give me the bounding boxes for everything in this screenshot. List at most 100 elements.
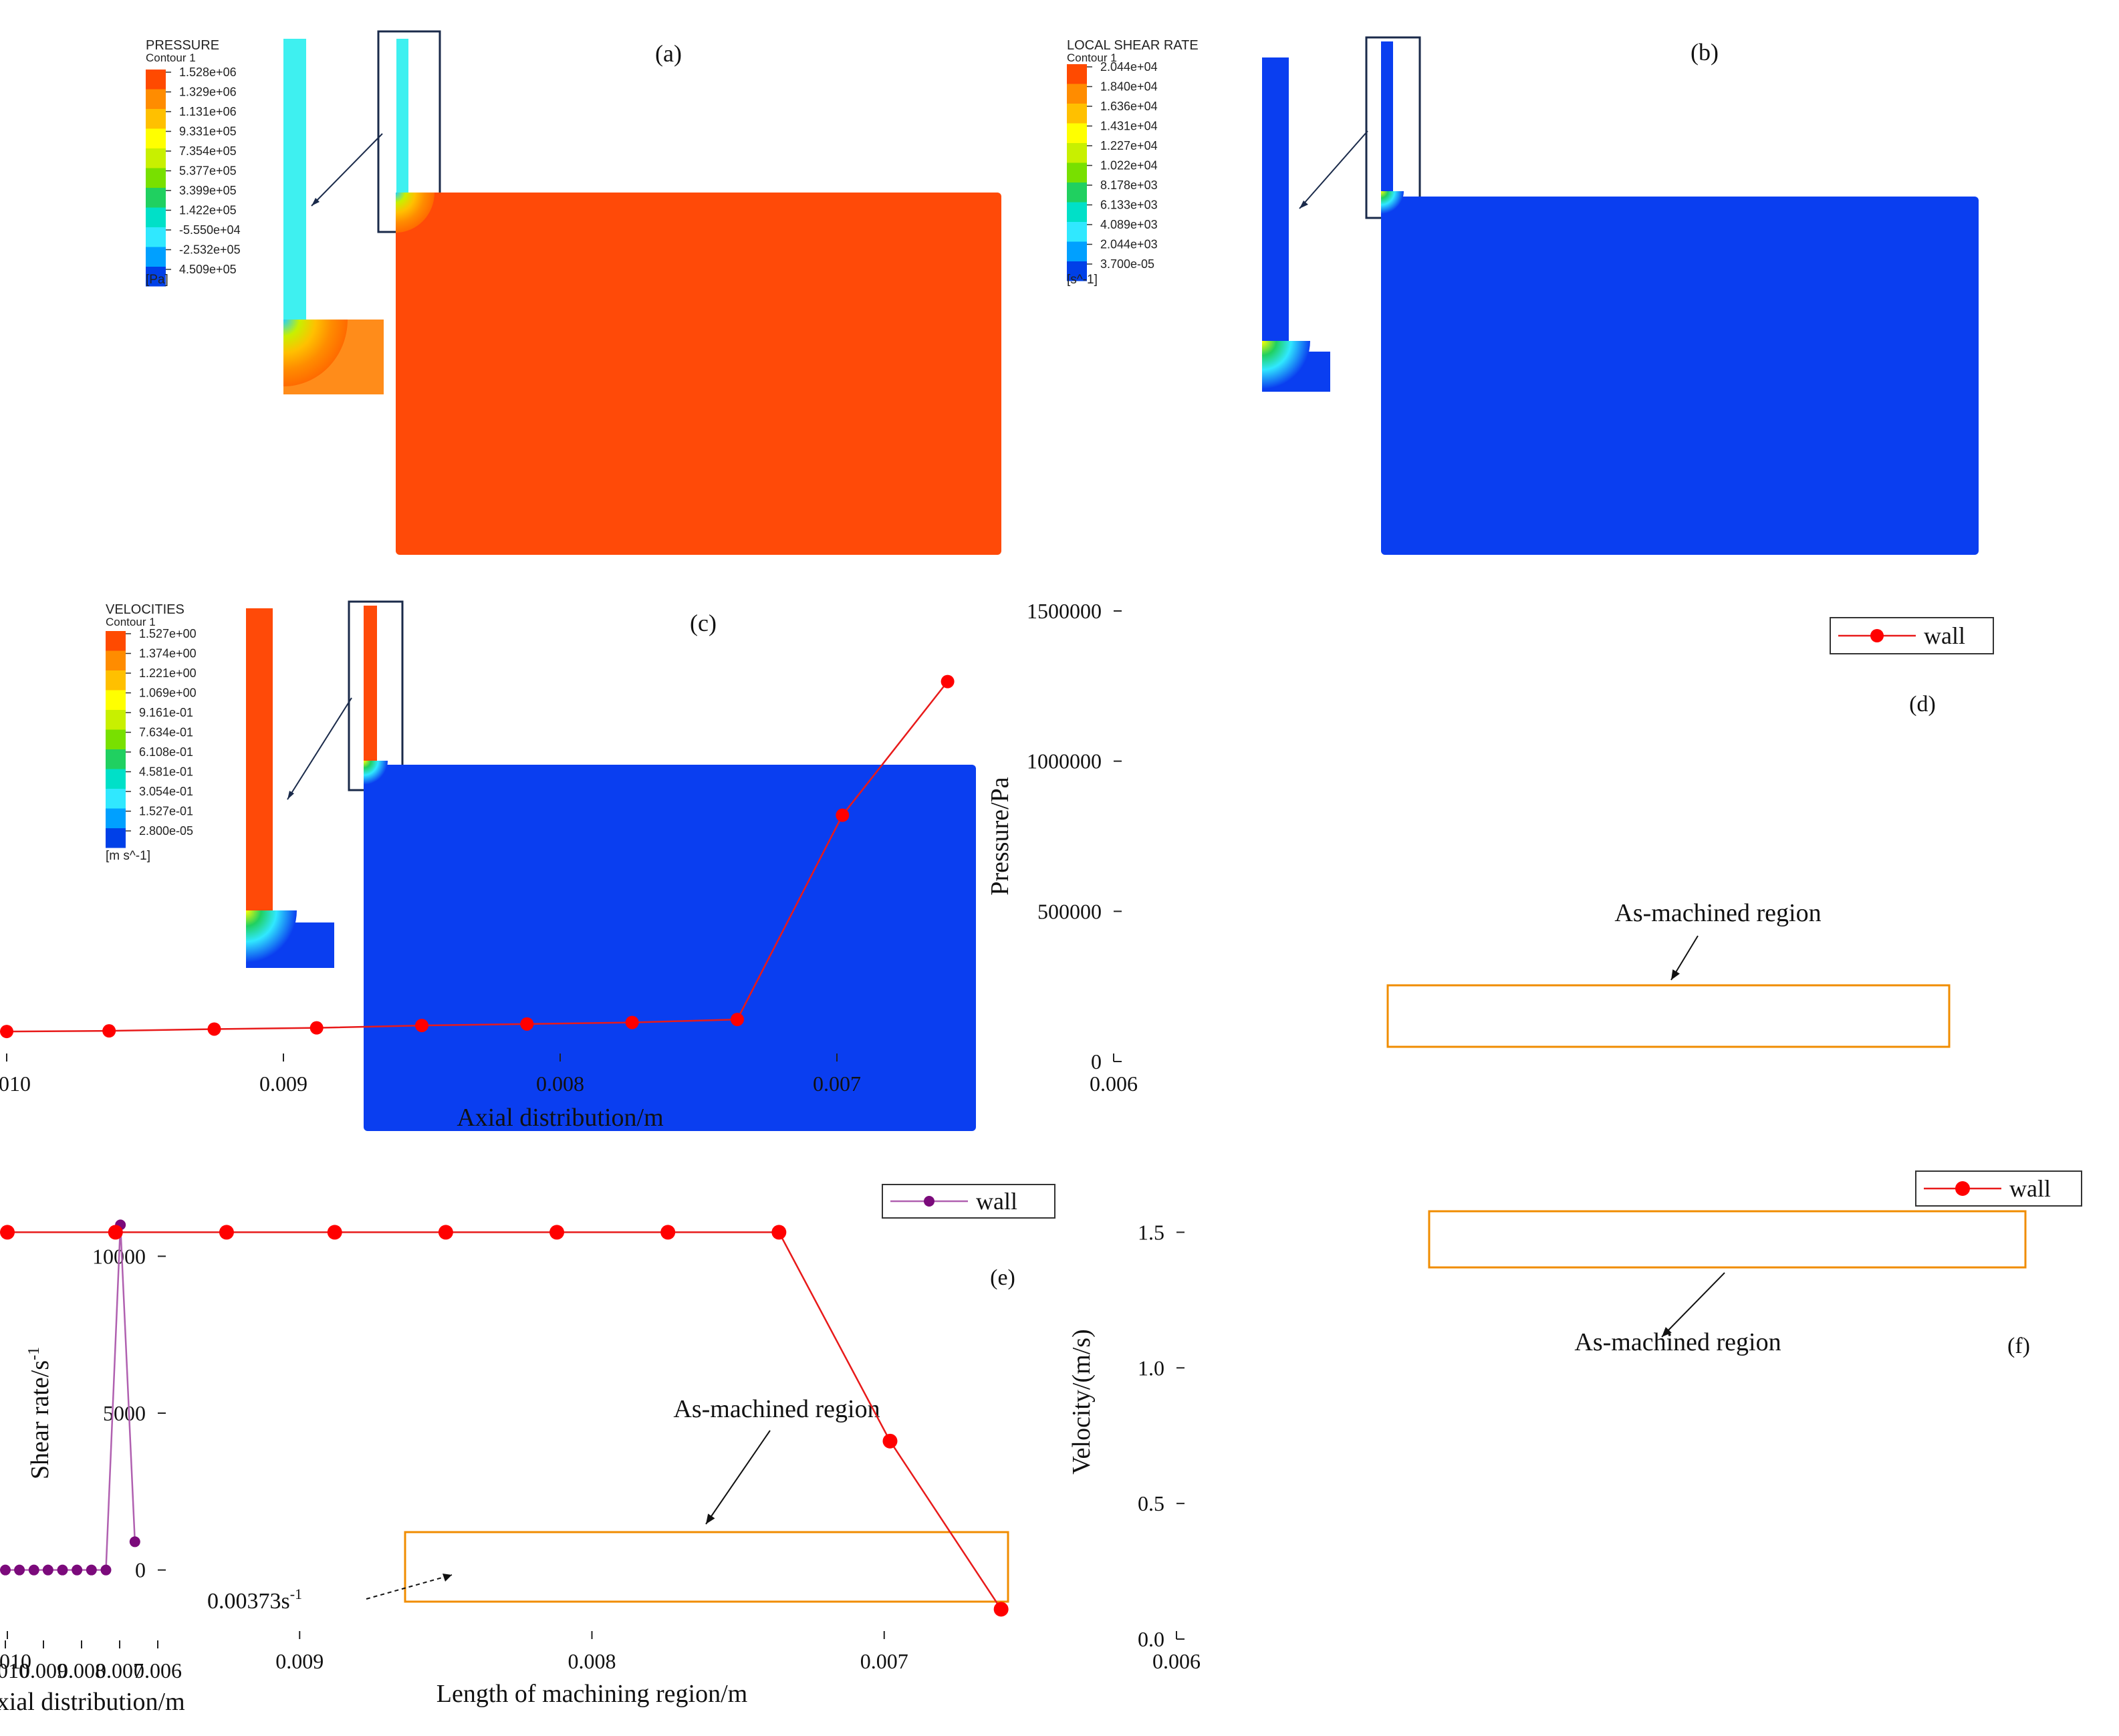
data-point: [771, 1225, 787, 1240]
data-point: [549, 1225, 565, 1240]
x-tick-label: 0.007: [813, 1072, 861, 1096]
data-point: [882, 1433, 898, 1449]
panel-c-velocity-contour: VELOCITIES Contour 1 1.527e+001.374e+001…: [106, 600, 976, 1131]
color-scale-label: 9.331e+05: [179, 125, 237, 138]
panel-c-zoom-channel: [364, 606, 377, 765]
annotation-as-machined-region: As-machined region: [673, 1395, 880, 1423]
color-scale-label: 6.108e-01: [139, 745, 193, 759]
panel-a-zoom-channel: [396, 39, 408, 193]
color-scale-label: 3.700e-05: [1100, 257, 1154, 271]
panel-a-outlet-contour: [283, 320, 348, 386]
y-axis-label-text: Shear rate/s: [26, 1360, 54, 1479]
panel-c-outlet-contour: [246, 910, 297, 963]
x-tick-label: 0.009: [275, 1649, 324, 1673]
data-point: [207, 1022, 221, 1036]
color-scale-swatch: [146, 168, 166, 188]
data-point: [660, 1225, 676, 1240]
panel-b-zoom-arrowhead: [1299, 201, 1308, 209]
panel-label: (f): [2007, 1334, 2030, 1358]
color-scale-label: 1.527e-01: [139, 805, 193, 818]
color-scale-swatch: [1067, 64, 1087, 84]
panel-c-unit: [m s^-1]: [106, 849, 150, 863]
callout-arrowhead: [443, 1574, 452, 1582]
color-scale-swatch: [1067, 123, 1087, 143]
data-point: [327, 1225, 342, 1240]
panel-c-domain: [364, 765, 976, 1131]
color-scale-swatch: [106, 808, 126, 828]
color-scale-label: 3.054e-01: [139, 785, 193, 798]
panel-a-zoom-arrowhead: [311, 198, 320, 206]
data-point: [14, 1564, 25, 1576]
panel-c-label: (c): [690, 610, 717, 636]
color-scale-swatch: [1067, 143, 1087, 163]
panel-b-unit: [s^-1]: [1067, 273, 1098, 287]
as-machined-region-box: [404, 1531, 1009, 1603]
panel-c-domain-contour: [364, 761, 388, 785]
callout-sup: -1: [290, 1586, 302, 1602]
panel-a-legend-subtitle: Contour 1: [146, 51, 196, 64]
y-tick-label: 0.0: [1138, 1627, 1164, 1651]
color-scale-swatch: [146, 207, 166, 227]
color-scale-swatch: [146, 267, 166, 287]
panel-a-color-scale: 1.528e+06 1.329e+06 1.131e+06 9.331e+05 7.35…: [146, 66, 241, 287]
y-axis-label-text: Pressure/Pa: [986, 777, 1014, 895]
color-scale-label: 1.840e+04: [1100, 80, 1158, 94]
color-scale-swatch: [146, 128, 166, 148]
data-point: [42, 1564, 53, 1576]
data-point: [309, 1021, 324, 1035]
legend-label: wall: [2009, 1175, 2051, 1202]
color-scale-swatch: [1067, 241, 1087, 261]
panel-label: (e): [990, 1265, 1015, 1290]
color-scale-label: 4.509e+05: [179, 263, 237, 276]
x-tick-label: 0.006: [1152, 1649, 1201, 1673]
panel-a-zoom-arrow: [311, 133, 383, 207]
color-scale-swatch: [106, 789, 126, 809]
color-scale-swatch: [146, 247, 166, 267]
panel-a-channel: [283, 39, 306, 320]
series-line-wall: [6, 680, 949, 1033]
color-scale-label: 4.581e-01: [139, 765, 193, 779]
data-point: [100, 1564, 112, 1576]
legend-label: wall: [1924, 622, 1965, 649]
data-point: [0, 1225, 15, 1240]
color-scale-swatch: [146, 109, 166, 129]
panel-b-color-scale: 2.044e+04 1.840e+04 1.636e+04 1.431e+04 1.22…: [1067, 60, 1158, 281]
data-point: [72, 1564, 83, 1576]
color-scale-label: 6.133e+03: [1100, 199, 1158, 212]
data-point: [0, 1025, 13, 1039]
annotation-as-machined-region: As-machined region: [1614, 899, 1821, 927]
y-tick-label: 1.5: [1138, 1220, 1164, 1244]
x-tick-label: 0.007: [860, 1649, 908, 1673]
color-scale-label: 5.377e+05: [179, 164, 237, 178]
color-scale-swatch: [106, 670, 126, 691]
data-point: [108, 1225, 123, 1240]
panel-c-legend-subtitle: Contour 1: [106, 616, 156, 628]
series-line-wall: [5, 1225, 136, 1571]
y-tick-label: 500000: [1037, 899, 1102, 923]
color-scale-label: 1.636e+04: [1100, 100, 1158, 113]
color-scale-swatch: [146, 227, 166, 247]
color-scale-label: 2.044e+03: [1100, 238, 1158, 251]
color-scale-swatch: [1067, 222, 1087, 242]
panel-b-legend-subtitle: Contour 1: [1067, 51, 1117, 64]
y-axis-label: Velocity/(m/s): [1068, 1329, 1096, 1474]
y-tick-label: 1500000: [1027, 599, 1102, 623]
x-tick-label: 0.007: [96, 1658, 144, 1683]
callout-leader: [366, 1574, 453, 1600]
x-axis-label: Axial distribution/m: [457, 1104, 663, 1132]
color-scale-label: 3.399e+05: [179, 184, 237, 197]
color-scale-swatch: [106, 631, 126, 651]
color-scale-label: 1.527e+00: [139, 627, 197, 640]
series-line-wall: [7, 1231, 1002, 1610]
data-point: [520, 1017, 534, 1031]
x-tick-label: 0.010: [0, 1649, 31, 1673]
color-scale-swatch: [1067, 84, 1087, 104]
chart-f-velocity: 0.0060.0070.0080.0090.0100.00.51.01.5Len…: [0, 1170, 2082, 1708]
color-scale-label: 1.227e+04: [1100, 139, 1158, 152]
annotation-arrowhead: [1662, 1327, 1672, 1337]
color-scale-label: 8.178e+03: [1100, 178, 1158, 192]
color-scale-label: 1.329e+06: [179, 86, 237, 99]
as-machined-region-box: [1428, 1210, 2027, 1269]
panel-a-label: (a): [655, 40, 682, 67]
